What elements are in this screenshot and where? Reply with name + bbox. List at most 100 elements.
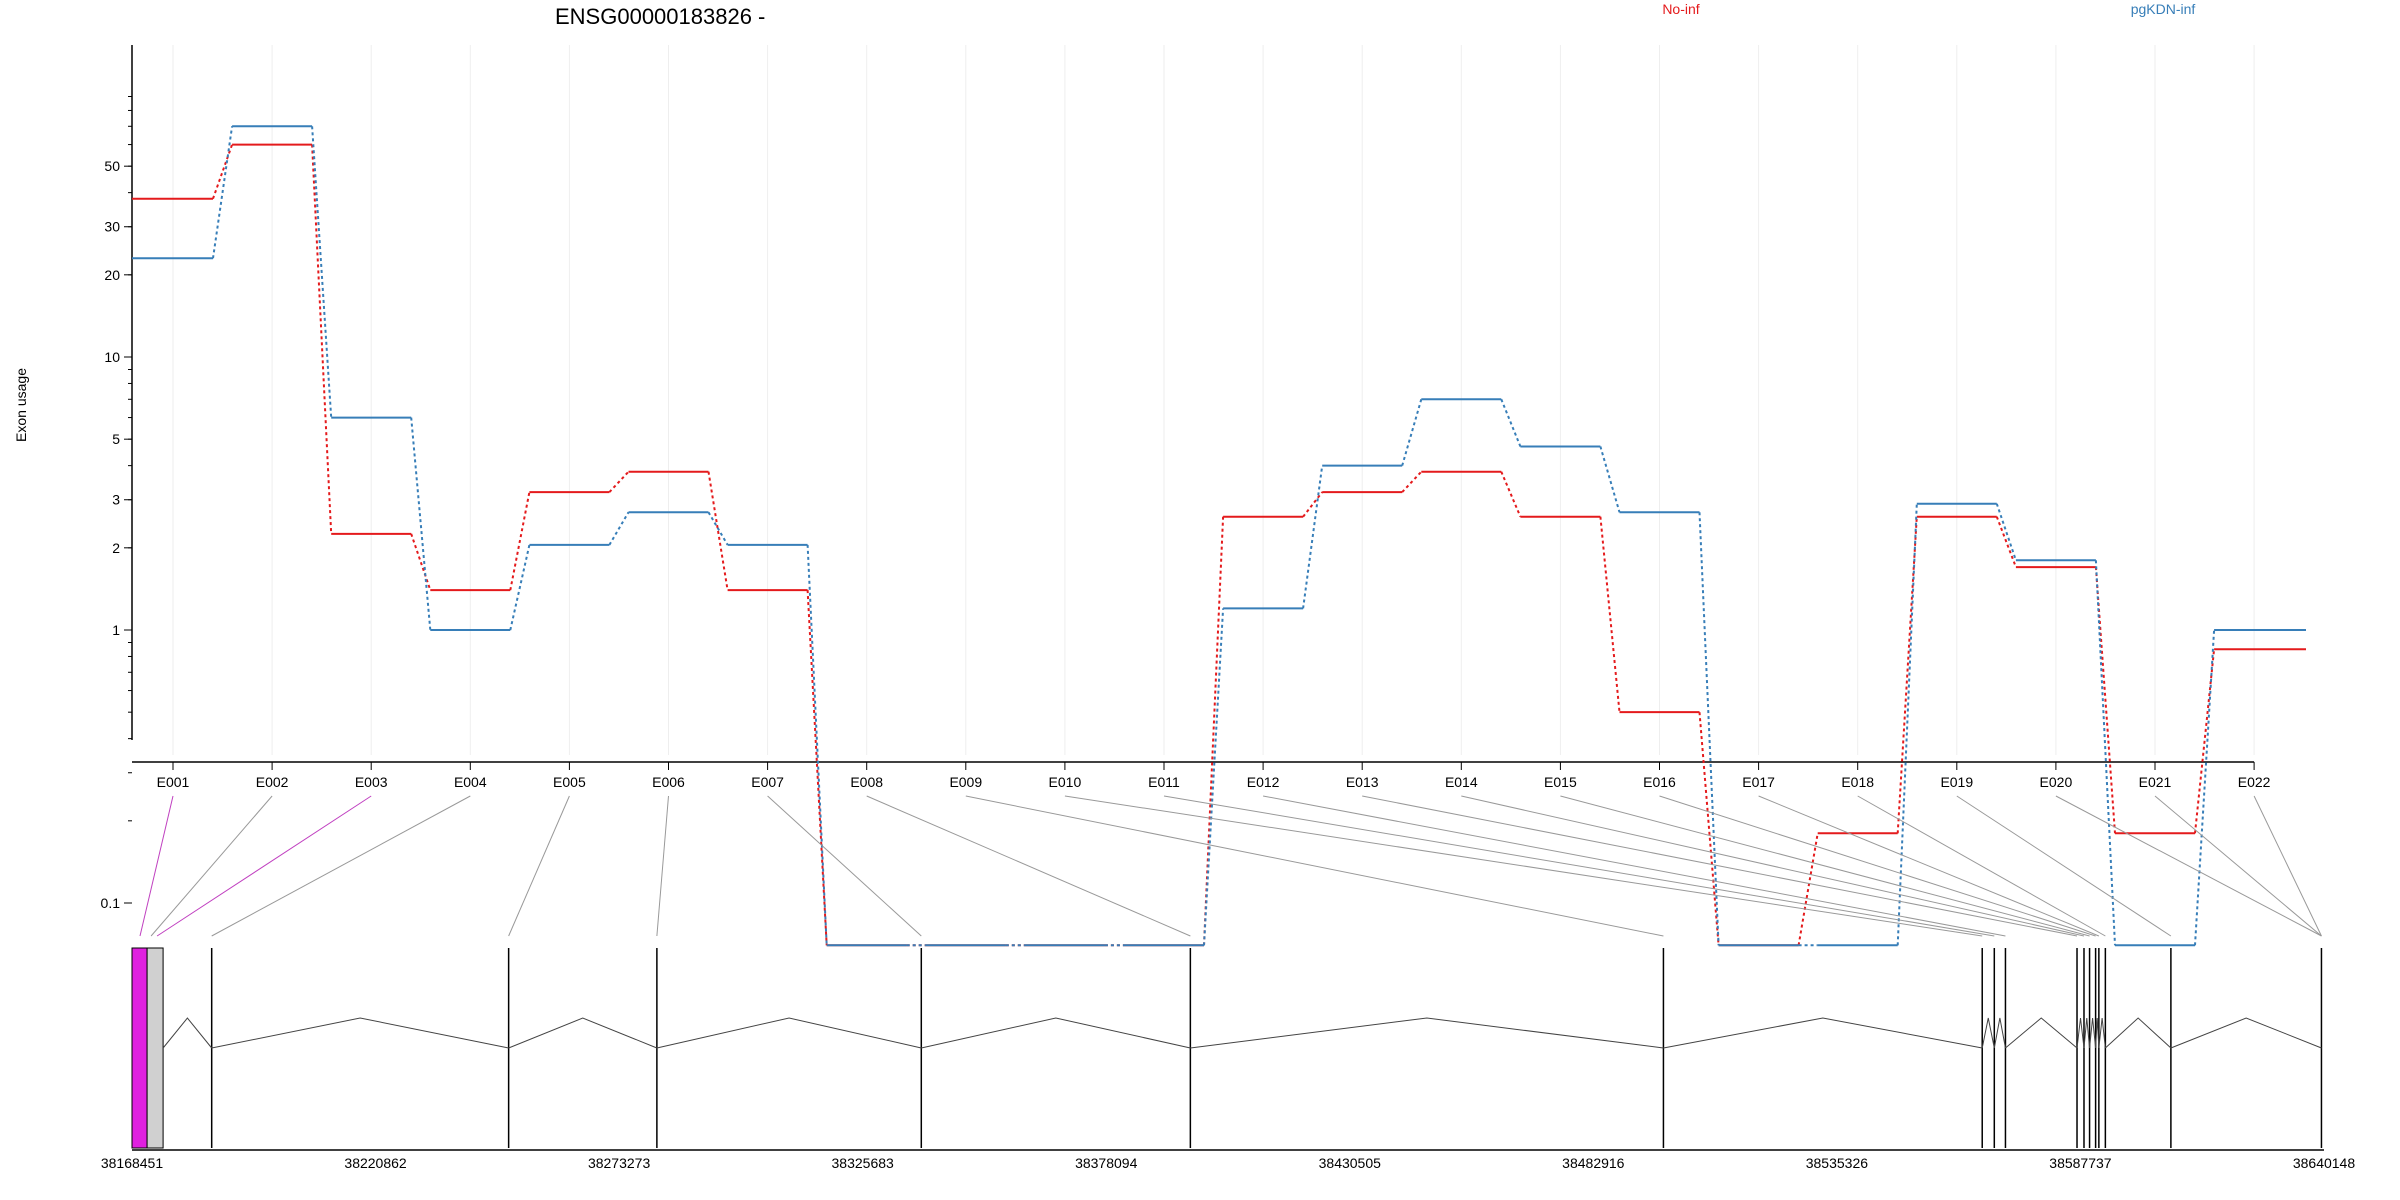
y-tick-label: 5	[112, 431, 120, 447]
connector-segment	[410, 533, 432, 591]
x-tick-label: E007	[751, 774, 784, 790]
exon-link-lines	[139, 795, 2322, 937]
x-tick-label: E016	[1643, 774, 1676, 790]
y-tick-label: 2	[112, 540, 120, 556]
coordinate-label: 38168451	[101, 1155, 164, 1171]
genomic-coordinate-axis: 38168451 38220862 38273273 38325683 38378094…	[101, 1149, 2356, 1171]
connector-segment	[1599, 516, 1621, 713]
exon-link	[866, 795, 1191, 937]
coordinate-label: 38273273	[588, 1155, 651, 1171]
series-lines	[132, 125, 2306, 947]
exon-link	[1163, 795, 1995, 937]
connector-segment	[2094, 560, 2116, 946]
connector-segment	[212, 126, 234, 259]
exon-link	[1857, 795, 2106, 937]
exon-link	[656, 795, 669, 937]
intron-line	[1981, 1017, 1995, 1049]
connector-segment	[806, 544, 828, 946]
coordinate-label: 38587737	[2049, 1155, 2112, 1171]
x-tick-label: E015	[1544, 774, 1577, 790]
coordinate-label: 38640148	[2293, 1155, 2356, 1171]
exon-link	[2154, 795, 2322, 937]
y-tick-label: 3	[112, 492, 120, 508]
connector-segment	[410, 417, 432, 631]
connector-segment	[1203, 608, 1225, 946]
x-tick-label: E003	[355, 774, 388, 790]
x-tick-label: E008	[850, 774, 883, 790]
x-axis: E001 E002 E003 E004 E005 E006 E007 E008 E009 E010…	[132, 761, 2271, 790]
x-tick-label: E010	[1049, 774, 1082, 790]
legend-entry-no-inf: No-inf	[1662, 1, 1699, 17]
connector-segment	[1995, 503, 2017, 561]
exon-link	[1758, 795, 2100, 937]
intron-line	[211, 1017, 509, 1049]
intron-line	[921, 1017, 1191, 1049]
exon-link	[767, 795, 922, 937]
gene-model	[131, 947, 2323, 1149]
y-tick-label: 0.1	[101, 895, 121, 911]
x-tick-label: E021	[2139, 774, 2172, 790]
x-tick-label: E004	[454, 774, 487, 790]
exon-link	[1362, 795, 2078, 937]
x-tick-label: E014	[1445, 774, 1478, 790]
connector-segment	[608, 471, 630, 493]
x-tick-label: E013	[1346, 774, 1379, 790]
connector-segment	[707, 471, 729, 591]
connector-segment	[1599, 446, 1621, 513]
y-tick-label: 10	[104, 349, 120, 365]
exon-link	[508, 795, 570, 937]
series-pgKDN-inf	[132, 125, 2306, 947]
exon-block-highlight	[131, 947, 148, 1149]
x-tick-label: E011	[1148, 774, 1180, 790]
connector-segment	[1302, 491, 1323, 518]
connector-segment	[1500, 398, 1522, 447]
connector-segment	[1896, 516, 1918, 834]
x-tick-label: E019	[1940, 774, 1973, 790]
intron-line	[2083, 1017, 2091, 1049]
connector-segment	[1302, 465, 1324, 609]
coordinate-label: 38325683	[832, 1155, 895, 1171]
exon-link	[2253, 795, 2322, 937]
exon-link	[1956, 795, 2172, 937]
connector-segment	[311, 126, 333, 418]
x-tick-label: E020	[2040, 774, 2073, 790]
connector-segment	[509, 491, 531, 591]
connector-segment	[1698, 512, 1720, 946]
connector-segment	[311, 144, 333, 534]
intron-line	[2089, 1017, 2097, 1049]
y-tick-label: 30	[104, 219, 120, 235]
chart-title: ENSG00000183826 -	[555, 4, 765, 29]
x-tick-label: E018	[1841, 774, 1874, 790]
exon-link	[1064, 795, 1983, 937]
intron-line	[2095, 1017, 2100, 1049]
connector-segment	[1500, 471, 1522, 518]
connector-segment	[1797, 833, 1819, 946]
y-axis-label: Exon usage	[13, 368, 29, 442]
coordinate-label: 38535326	[1806, 1155, 1869, 1171]
connector-segment	[2194, 629, 2216, 946]
connector-segment	[1203, 516, 1225, 946]
intron-line	[162, 1017, 213, 1049]
x-tick-label: E012	[1247, 774, 1280, 790]
intron-line	[1993, 1017, 2006, 1049]
x-tick-label: E017	[1742, 774, 1775, 790]
x-tick-label: E001	[157, 774, 190, 790]
exon-block	[146, 947, 164, 1149]
intron-line	[2005, 1017, 2078, 1049]
coordinate-label: 38378094	[1075, 1155, 1138, 1171]
connector-segment	[1401, 399, 1423, 466]
exon-link	[1263, 795, 2006, 937]
coordinate-label: 38482916	[1562, 1155, 1625, 1171]
connector-segment	[806, 590, 828, 946]
y-tick-label: 20	[104, 267, 120, 283]
connector-segment	[707, 511, 729, 546]
exon-link	[156, 795, 372, 937]
intron-line	[2170, 1017, 2322, 1049]
x-tick-label: E009	[949, 774, 982, 790]
intron-line	[2098, 1017, 2106, 1049]
connector-segment	[1698, 712, 1720, 946]
legend-entry-pgkdn-inf: pgKDN-inf	[2131, 1, 2196, 17]
exon-link	[965, 795, 1664, 937]
intron-line	[1663, 1017, 1983, 1049]
